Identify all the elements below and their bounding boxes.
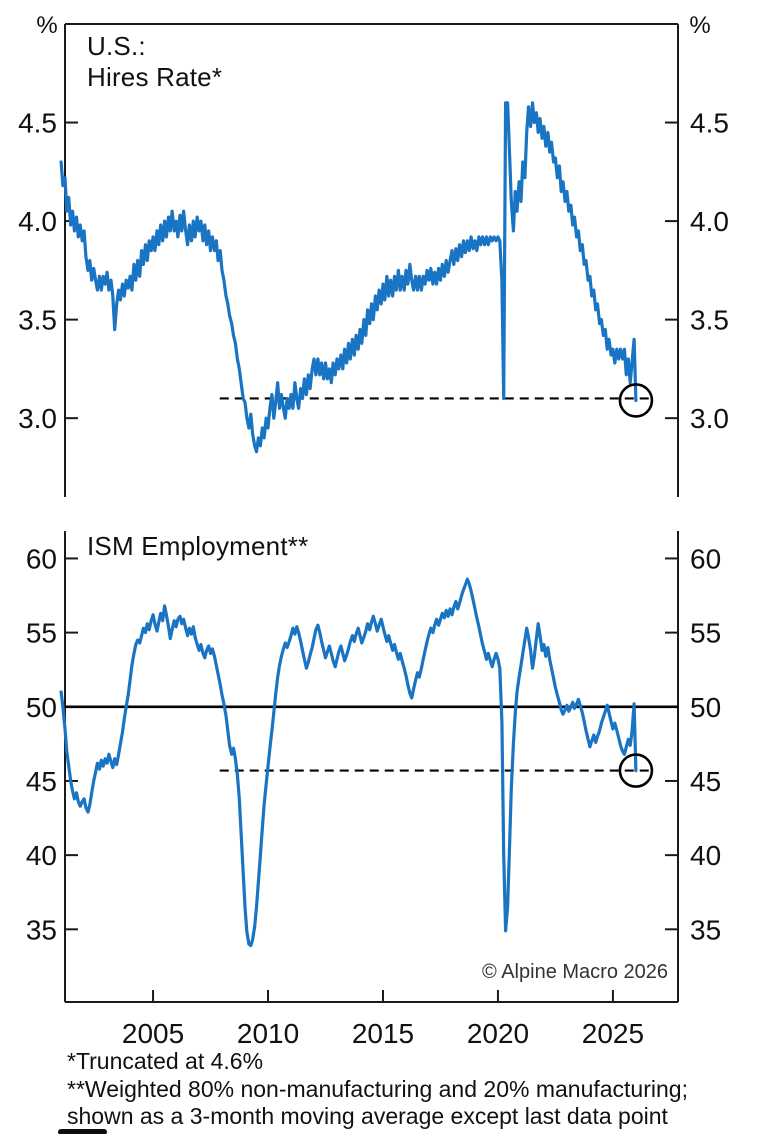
year-tick-label: 2025 [582,1018,644,1049]
hires-title-line2: Hires Rate* [87,62,223,92]
ism-ytick-label-right: 40 [690,840,721,871]
ism-series-line [59,577,638,948]
hires-title-line1: U.S.: [87,31,146,61]
ism-ytick-label-right: 55 [690,618,721,649]
hires-last-point-circle [618,383,654,418]
hires-ytick-label-left: 3.5 [18,305,57,336]
cutoff-element-bottom-left [58,1129,107,1134]
percent-unit-left: % [36,12,57,39]
ism-ytick-label-left: 50 [26,692,57,723]
hires-ytick-label-right: 3.0 [690,403,729,434]
footnote-weighting: **Weighted 80% non-manufacturing and 20%… [67,1075,688,1102]
hires-ytick-label-right: 4.0 [690,206,729,237]
year-tick-label: 2015 [352,1018,414,1049]
hires-ytick-label-right: 4.5 [690,108,729,139]
year-tick-label: 2005 [122,1018,184,1049]
ism-ytick-label-right: 60 [690,543,721,574]
ism-ytick-label-left: 55 [26,618,57,649]
copyright-notice: © Alpine Macro 2026 [482,961,668,983]
ism-ytick-label-right: 50 [690,692,721,723]
ism-ytick-label-left: 60 [26,543,57,574]
hires-ytick-label-left: 4.0 [18,206,57,237]
ism-ytick-label-left: 35 [26,914,57,945]
hires-series-line [59,101,638,454]
year-tick-label: 2020 [467,1018,529,1049]
ism-ytick-label-right: 35 [690,914,721,945]
ism-employment-panel: 35 35 40 40 45 45 50 50 55 55 60 60 2005 2010 2015 2020… [26,531,721,1049]
hires-ytick-label-right: 3.5 [690,305,729,336]
ism-ytick-label-left: 40 [26,840,57,871]
hires-ytick-label-left: 3.0 [18,403,57,434]
hires-ytick-label-left: 4.5 [18,108,57,139]
hires-rate-panel: 3.0 3.0 3.5 3.5 4.0 4.0 4.5 4.5%% [18,12,729,497]
hires-panel-title: U.S.: Hires Rate* [87,31,222,93]
percent-unit-right: % [689,12,710,39]
ism-panel-title: ISM Employment** [87,531,309,561]
ism-ytick-label-right: 45 [690,766,721,797]
ism-ytick-label-left: 45 [26,766,57,797]
footnote-truncated: *Truncated at 4.6% [67,1048,264,1074]
ism-last-point-circle [618,753,654,788]
footnotes: *Truncated at 4.6% **Weighted 80% non-ma… [67,1048,688,1131]
footnote-moving-average: shown as a 3-month moving average except… [67,1103,668,1129]
year-tick-label: 2010 [237,1018,299,1049]
